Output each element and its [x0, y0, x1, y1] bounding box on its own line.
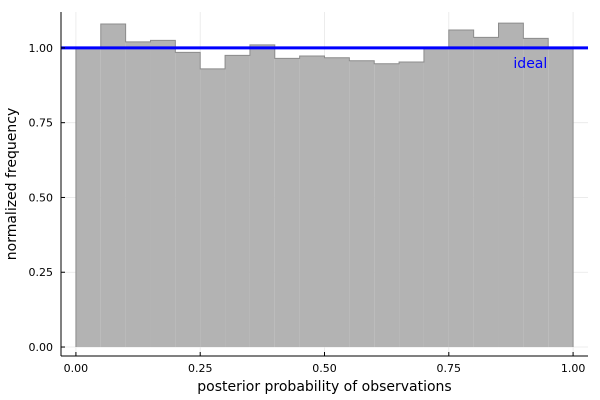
x-tick-label: 0.75 — [437, 362, 462, 375]
histogram-bar — [548, 47, 574, 348]
y-axis-title: normalized frequency — [4, 108, 20, 260]
x-tick-label: 0.50 — [312, 362, 337, 375]
histogram-bar — [498, 23, 524, 348]
histogram-bar — [473, 37, 499, 348]
ideal-reference: ideal — [61, 46, 588, 72]
histogram-bar — [274, 58, 300, 348]
histogram-bar — [125, 41, 151, 348]
histogram-bar — [75, 47, 101, 348]
histogram-bar — [423, 47, 449, 348]
histogram-outline — [75, 22, 574, 348]
histogram-bar — [249, 44, 275, 348]
y-ticks: 0.00 0.25 0.50 0.75 1.00 — [29, 42, 65, 354]
y-tick-label: 1.00 — [29, 42, 54, 55]
histogram-bar — [200, 68, 226, 348]
histogram-bar — [324, 57, 350, 348]
histogram-bar — [448, 29, 474, 348]
histogram-bar — [523, 38, 549, 348]
y-tick-label: 0.75 — [29, 117, 54, 130]
histogram-bar — [399, 61, 424, 348]
x-tick-label: 0.25 — [188, 362, 213, 375]
histogram-bar — [374, 63, 400, 348]
x-tick-label: 0.00 — [64, 362, 89, 375]
x-ticks: 0.00 0.25 0.50 0.75 1.00 — [64, 352, 586, 375]
histogram-bar — [100, 23, 126, 348]
histogram-bar — [150, 40, 176, 348]
histogram-bar — [299, 55, 325, 348]
x-tick-label: 1.00 — [561, 362, 586, 375]
y-tick-label: 0.00 — [29, 341, 54, 354]
ideal-annotation: ideal — [513, 56, 547, 72]
histogram-bar — [175, 52, 201, 348]
histogram-bar — [225, 55, 250, 348]
x-axis-title: posterior probability of observations — [197, 379, 451, 395]
y-tick-label: 0.25 — [29, 266, 54, 279]
histogram-bars — [75, 22, 574, 348]
y-tick-label: 0.50 — [29, 191, 54, 204]
histogram-bar — [349, 60, 375, 348]
